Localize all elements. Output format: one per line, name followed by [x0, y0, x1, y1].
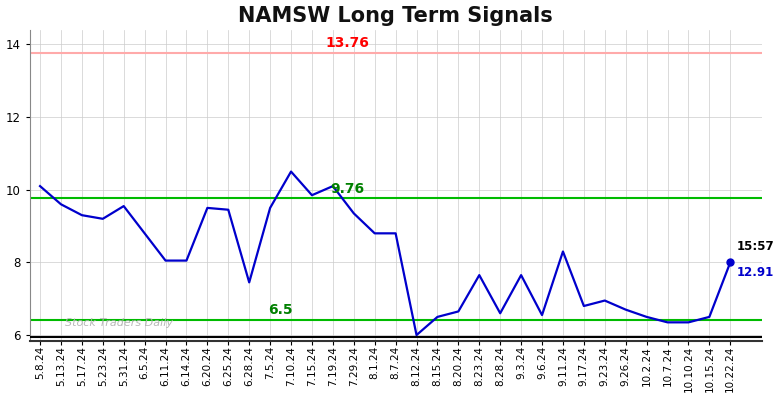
Title: NAMSW Long Term Signals: NAMSW Long Term Signals: [238, 6, 553, 25]
Text: Stock Traders Daily: Stock Traders Daily: [65, 318, 173, 328]
Text: 13.76: 13.76: [325, 36, 369, 50]
Text: 12.91: 12.91: [736, 266, 774, 279]
Text: 15:57: 15:57: [736, 240, 774, 253]
Text: 9.76: 9.76: [331, 181, 365, 195]
Text: 6.5: 6.5: [267, 303, 292, 317]
